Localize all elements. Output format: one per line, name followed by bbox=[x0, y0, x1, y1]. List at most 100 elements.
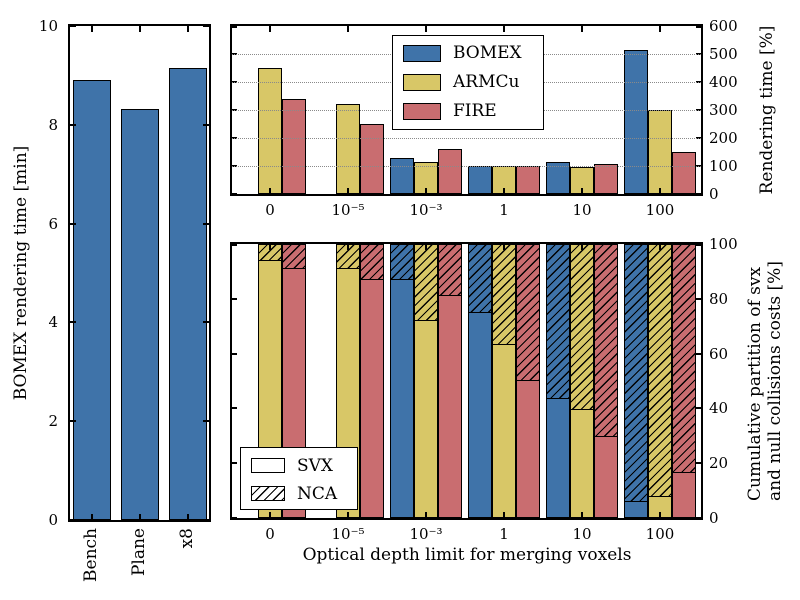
x-axis-label: Optical depth limit for merging voxels bbox=[302, 545, 632, 565]
nca-segment bbox=[571, 245, 593, 411]
x-tick bbox=[425, 244, 427, 250]
x-tick-label: 1 bbox=[499, 201, 509, 219]
fire-stacked-bar-10⁻³ bbox=[438, 244, 462, 518]
x-tick bbox=[503, 244, 505, 250]
y-tick bbox=[70, 519, 76, 521]
x-tick bbox=[581, 512, 583, 518]
armcu-stacked-bar-1 bbox=[492, 244, 516, 518]
y-tick bbox=[203, 321, 209, 324]
bomex-bar-100 bbox=[624, 49, 648, 194]
fire-bar-0 bbox=[282, 98, 306, 194]
y-tick bbox=[203, 25, 209, 27]
nca-segment bbox=[469, 245, 491, 313]
y-tick-label: 2 bbox=[48, 412, 58, 431]
legend-swatch-nca bbox=[251, 486, 285, 501]
legend-item-fire: FIRE bbox=[393, 101, 543, 121]
nca-segment bbox=[361, 245, 383, 281]
rendering-time-axes: BOMEX ARMCu FIRE bbox=[230, 24, 703, 196]
y-tick bbox=[203, 123, 209, 126]
x-tick bbox=[269, 26, 271, 32]
fire-bar-100 bbox=[672, 152, 696, 194]
legend-swatch-fire bbox=[403, 103, 441, 120]
y-tick bbox=[203, 420, 209, 423]
y-tick bbox=[70, 420, 76, 423]
cumulative-y-axis-label: Cumulative partition of svx and null col… bbox=[745, 261, 785, 501]
x-tick-label: 10⁻⁵ bbox=[331, 525, 365, 543]
fire-bar-10⁻³ bbox=[438, 149, 462, 194]
x-tick bbox=[187, 26, 189, 32]
x-tick bbox=[91, 514, 93, 520]
x-tick bbox=[659, 244, 661, 250]
nca-segment bbox=[493, 245, 515, 346]
y-tick-label: 4 bbox=[48, 313, 58, 332]
y-tick bbox=[696, 26, 701, 28]
y-tick bbox=[232, 193, 237, 195]
x-tick-label: 100 bbox=[645, 201, 675, 219]
x-tick bbox=[347, 26, 349, 32]
armcu-bar-10⁻⁵ bbox=[336, 104, 360, 194]
nca-segment bbox=[415, 245, 437, 321]
legend-label: BOMEX bbox=[453, 43, 522, 63]
y-tick-label: 0 bbox=[48, 511, 58, 529]
y-tick-label: 6 bbox=[48, 214, 58, 233]
y-tick bbox=[232, 352, 237, 355]
fire-bar-1 bbox=[516, 166, 540, 194]
y-tick bbox=[203, 519, 209, 521]
nca-segment bbox=[547, 245, 569, 400]
x-tick bbox=[91, 26, 93, 32]
x-tick bbox=[139, 514, 141, 520]
y-tick bbox=[696, 193, 701, 195]
armcu-bar-0 bbox=[258, 68, 282, 194]
cumulative-y-axis-label-line2: and null collisions costs [%] bbox=[765, 261, 785, 501]
bomex-stacked-bar-10 bbox=[546, 244, 570, 518]
bomex-stacked-bar-100 bbox=[624, 244, 648, 518]
y-tick-label: 100 bbox=[709, 157, 738, 175]
bomex-stacked-bar-10⁻³ bbox=[390, 244, 414, 518]
x-tick bbox=[581, 26, 583, 32]
rendering-time-legend: BOMEX ARMCu FIRE bbox=[392, 35, 544, 130]
x-tick bbox=[581, 188, 583, 194]
nca-segment bbox=[283, 245, 305, 270]
y-tick bbox=[696, 352, 701, 355]
bomex-stacked-bar-1 bbox=[468, 244, 492, 518]
x-tick-label: 0 bbox=[265, 525, 275, 543]
legend-label: NCA bbox=[297, 484, 338, 504]
legend-item-svx: SVX bbox=[241, 456, 357, 476]
x-tick-label: 10⁻³ bbox=[409, 201, 443, 219]
y-tick-label: 0 bbox=[709, 185, 719, 203]
x-tick bbox=[659, 512, 661, 518]
gridline bbox=[232, 137, 701, 139]
x-tick bbox=[659, 26, 661, 32]
y-tick bbox=[203, 222, 209, 225]
cumulative-partition-axes: SVX NCA bbox=[230, 242, 703, 520]
left-axes bbox=[68, 24, 211, 522]
y-tick-label: 60 bbox=[709, 344, 729, 363]
x-tick bbox=[347, 244, 349, 250]
y-tick bbox=[232, 407, 237, 410]
gridline bbox=[232, 165, 701, 167]
y-tick bbox=[70, 222, 76, 225]
legend-label: FIRE bbox=[453, 101, 497, 121]
nca-segment bbox=[595, 245, 617, 438]
x-tick bbox=[269, 188, 271, 194]
x-tick bbox=[581, 244, 583, 250]
armcu-stacked-bar-10⁻³ bbox=[414, 244, 438, 518]
fire-stacked-bar-100 bbox=[672, 244, 696, 518]
x-tick bbox=[187, 514, 189, 520]
y-tick bbox=[232, 244, 237, 246]
bomex-bar-1 bbox=[468, 166, 492, 194]
y-tick bbox=[70, 25, 76, 27]
nca-segment bbox=[337, 245, 359, 270]
bomex-bar-Bench bbox=[73, 80, 111, 520]
fire-stacked-bar-1 bbox=[516, 244, 540, 518]
legend-swatch-svx bbox=[251, 458, 285, 473]
x-tick bbox=[269, 244, 271, 250]
x-tick bbox=[139, 26, 141, 32]
bomex-bar-10 bbox=[546, 162, 570, 194]
y-tick bbox=[696, 517, 701, 519]
x-tick bbox=[503, 26, 505, 32]
nca-segment bbox=[649, 245, 671, 498]
y-tick bbox=[696, 407, 701, 410]
x-tick-label: 10⁻³ bbox=[409, 525, 443, 543]
x-tick-label: 10⁻⁵ bbox=[331, 201, 365, 219]
